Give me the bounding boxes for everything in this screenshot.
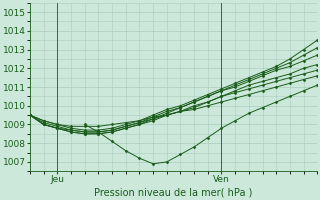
X-axis label: Pression niveau de la mer( hPa ): Pression niveau de la mer( hPa ) [94, 187, 253, 197]
